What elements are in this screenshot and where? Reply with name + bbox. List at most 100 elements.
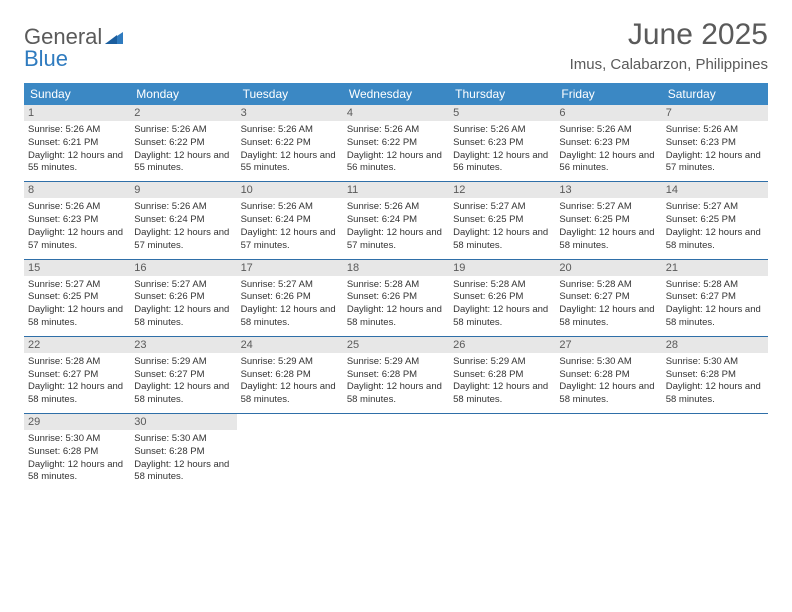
- day-cell: 26Sunrise: 5:29 AMSunset: 6:28 PMDayligh…: [449, 337, 555, 413]
- day-info: Sunrise: 5:29 AMSunset: 6:28 PMDaylight:…: [453, 356, 551, 407]
- day-cell: 24 Sunrise: 5:29 AMSunset: 6:28 PMDayligh…: [237, 337, 343, 413]
- daylight-line: Daylight: 12 hours and 57 minutes.: [28, 227, 126, 253]
- day-info: Sunrise: 5:27 AMSunset: 6:26 PMDaylight:…: [134, 279, 232, 330]
- sunrise-line: Sunrise: 5:26 AM: [666, 124, 764, 137]
- day-cell: 20Sunrise: 5:28 AMSunset: 6:27 PMDayligh…: [555, 260, 661, 336]
- day-cell: 27 Sunrise: 5:30 AMSunset: 6:28 PMDayligh…: [555, 337, 661, 413]
- day-number: 7: [662, 105, 768, 121]
- day-cell: [343, 414, 449, 490]
- day-cell: 23Sunrise: 5:29 AMSunset: 6:27 PMDayligh…: [130, 337, 236, 413]
- day-info: Sunrise: 5:26 AMSunset: 6:24 PMDaylight:…: [241, 201, 339, 252]
- day-cell: 14Sunrise: 5:27 AMSunset: 6:25 PMDayligh…: [662, 182, 768, 258]
- daylight-line: Daylight: 12 hours and 58 minutes.: [453, 304, 551, 330]
- day-info: Sunrise: 5:28 AMSunset: 6:26 PMDaylight:…: [453, 279, 551, 330]
- sunset-line: Sunset: 6:22 PM: [241, 137, 339, 150]
- sunrise-line: Sunrise: 5:27 AM: [134, 279, 232, 292]
- day-info: Sunrise: 5:26 AMSunset: 6:23 PMDaylight:…: [453, 124, 551, 175]
- day-info: Sunrise: 5:27 AMSunset: 6:25 PMDaylight:…: [666, 201, 764, 252]
- sunrise-line: Sunrise: 5:30 AM: [666, 356, 764, 369]
- sunrise-line: Sunrise: 5:26 AM: [134, 201, 232, 214]
- day-cell: 6Sunrise: 5:26 AMSunset: 6:23 PMDaylight…: [555, 105, 661, 181]
- sunrise-line: Sunrise: 5:26 AM: [28, 124, 126, 137]
- day-number: 24: [237, 337, 343, 353]
- sunrise-line: Sunrise: 5:28 AM: [559, 279, 657, 292]
- sunrise-line: Sunrise: 5:27 AM: [453, 201, 551, 214]
- day-number: 12: [449, 182, 555, 198]
- day-info: Sunrise: 5:27 AMSunset: 6:26 PMDaylight:…: [241, 279, 339, 330]
- day-cell: 1Sunrise: 5:26 AMSunset: 6:21 PMDaylight…: [24, 105, 130, 181]
- day-header-thursday: Thursday: [449, 83, 555, 105]
- sunset-line: Sunset: 6:28 PM: [241, 369, 339, 382]
- day-info: Sunrise: 5:30 AMSunset: 6:28 PMDaylight:…: [559, 356, 657, 407]
- day-cell: [662, 414, 768, 490]
- day-info: Sunrise: 5:30 AMSunset: 6:28 PMDaylight:…: [28, 433, 126, 484]
- daylight-line: Daylight: 12 hours and 58 minutes.: [28, 459, 126, 485]
- daylight-line: Daylight: 12 hours and 58 minutes.: [134, 381, 232, 407]
- sunrise-line: Sunrise: 5:26 AM: [347, 201, 445, 214]
- sunrise-line: Sunrise: 5:27 AM: [241, 279, 339, 292]
- day-number: 17: [237, 260, 343, 276]
- daylight-line: Daylight: 12 hours and 58 minutes.: [559, 227, 657, 253]
- day-header-sunday: Sunday: [24, 83, 130, 105]
- day-header-friday: Friday: [555, 83, 661, 105]
- day-cell: 21Sunrise: 5:28 AMSunset: 6:27 PMDayligh…: [662, 260, 768, 336]
- sunset-line: Sunset: 6:27 PM: [559, 291, 657, 304]
- sunrise-line: Sunrise: 5:27 AM: [559, 201, 657, 214]
- daylight-line: Daylight: 12 hours and 58 minutes.: [134, 459, 232, 485]
- day-number: 27: [555, 337, 661, 353]
- sunset-line: Sunset: 6:26 PM: [453, 291, 551, 304]
- month-title: June 2025: [570, 18, 768, 52]
- day-number: 9: [130, 182, 236, 198]
- day-number: 6: [555, 105, 661, 121]
- daylight-line: Daylight: 12 hours and 57 minutes.: [241, 227, 339, 253]
- day-number: 13: [555, 182, 661, 198]
- sunset-line: Sunset: 6:27 PM: [666, 291, 764, 304]
- day-number: 25: [343, 337, 449, 353]
- sunset-line: Sunset: 6:26 PM: [347, 291, 445, 304]
- sunset-line: Sunset: 6:22 PM: [347, 137, 445, 150]
- day-cell: 11Sunrise: 5:26 AMSunset: 6:24 PMDayligh…: [343, 182, 449, 258]
- location: Imus, Calabarzon, Philippines: [570, 56, 768, 73]
- day-number: 11: [343, 182, 449, 198]
- daylight-line: Daylight: 12 hours and 58 minutes.: [666, 381, 764, 407]
- day-cell: 19 Sunrise: 5:28 AMSunset: 6:26 PMDayligh…: [449, 260, 555, 336]
- day-cell: 16 Sunrise: 5:27 AMSunset: 6:26 PMDayligh…: [130, 260, 236, 336]
- daylight-line: Daylight: 12 hours and 58 minutes.: [666, 304, 764, 330]
- day-header-monday: Monday: [130, 83, 236, 105]
- day-number: 28: [662, 337, 768, 353]
- sunrise-line: Sunrise: 5:27 AM: [28, 279, 126, 292]
- day-cell: 29 Sunrise: 5:30 AMSunset: 6:28 PMDayligh…: [24, 414, 130, 490]
- sunrise-line: Sunrise: 5:26 AM: [241, 201, 339, 214]
- day-number: 19: [449, 260, 555, 276]
- day-number: 5: [449, 105, 555, 121]
- daylight-line: Daylight: 12 hours and 58 minutes.: [453, 381, 551, 407]
- sunset-line: Sunset: 6:23 PM: [28, 214, 126, 227]
- day-cell: 7 Sunrise: 5:26 AMSunset: 6:23 PMDaylight…: [662, 105, 768, 181]
- sunrise-line: Sunrise: 5:28 AM: [347, 279, 445, 292]
- day-cell: 17 Sunrise: 5:27 AMSunset: 6:26 PMDayligh…: [237, 260, 343, 336]
- day-number: 29: [24, 414, 130, 430]
- day-info: Sunrise: 5:26 AMSunset: 6:22 PMDaylight:…: [347, 124, 445, 175]
- day-info: Sunrise: 5:26 AMSunset: 6:23 PMDaylight:…: [28, 201, 126, 252]
- sunset-line: Sunset: 6:28 PM: [134, 446, 232, 459]
- logo-text: General Blue: [24, 26, 123, 70]
- sunrise-line: Sunrise: 5:28 AM: [666, 279, 764, 292]
- sunset-line: Sunset: 6:23 PM: [453, 137, 551, 150]
- day-number: 16: [130, 260, 236, 276]
- title-block: June 2025 Imus, Calabarzon, Philippines: [570, 18, 768, 73]
- sunrise-line: Sunrise: 5:26 AM: [134, 124, 232, 137]
- daylight-line: Daylight: 12 hours and 58 minutes.: [241, 304, 339, 330]
- day-number: 20: [555, 260, 661, 276]
- day-info: Sunrise: 5:28 AMSunset: 6:27 PMDaylight:…: [28, 356, 126, 407]
- sunset-line: Sunset: 6:26 PM: [241, 291, 339, 304]
- day-number: 18: [343, 260, 449, 276]
- daylight-line: Daylight: 12 hours and 58 minutes.: [28, 304, 126, 330]
- sunrise-line: Sunrise: 5:26 AM: [241, 124, 339, 137]
- day-cell: 2Sunrise: 5:26 AMSunset: 6:22 PMDaylight…: [130, 105, 236, 181]
- sunrise-line: Sunrise: 5:26 AM: [28, 201, 126, 214]
- day-cell: 25Sunrise: 5:29 AMSunset: 6:28 PMDayligh…: [343, 337, 449, 413]
- day-cell: [237, 414, 343, 490]
- sunset-line: Sunset: 6:27 PM: [134, 369, 232, 382]
- day-info: Sunrise: 5:29 AMSunset: 6:28 PMDaylight:…: [241, 356, 339, 407]
- day-info: Sunrise: 5:26 AMSunset: 6:23 PMDaylight:…: [666, 124, 764, 175]
